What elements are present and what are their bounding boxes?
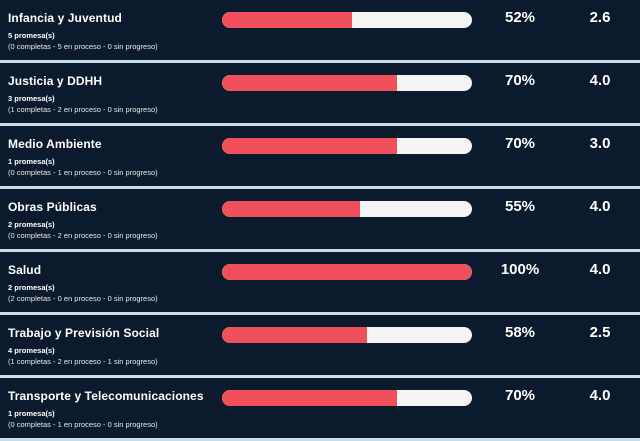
- promise-count: 1 promesa(s): [8, 409, 55, 418]
- promise-count: 2 promesa(s): [8, 220, 55, 229]
- progress-percent: 55%: [504, 198, 536, 215]
- score-value: 3.0: [589, 135, 611, 152]
- promise-breakdown: (0 completas - 2 en proceso - 0 sin prog…: [8, 231, 158, 240]
- promise-breakdown: (0 completas - 1 en proceso - 0 sin prog…: [8, 420, 158, 429]
- progress-percent: 52%: [504, 9, 536, 26]
- category-title: Infancia y Juventud: [8, 11, 122, 25]
- promise-breakdown: (0 completas - 5 en proceso - 0 sin prog…: [8, 42, 158, 51]
- progress-bar: [222, 201, 472, 217]
- promise-breakdown: (0 completas - 1 en proceso - 0 sin prog…: [8, 168, 158, 177]
- category-row[interactable]: Transporte y Telecomunicaciones 1 promes…: [0, 378, 640, 441]
- progress-bar-fill: [222, 390, 397, 406]
- progress-bar-fill: [222, 138, 397, 154]
- score-value: 4.0: [589, 72, 611, 89]
- progress-percent: 70%: [504, 72, 536, 89]
- progress-bar: [222, 12, 472, 28]
- category-row[interactable]: Obras Públicas 2 promesa(s) (0 completas…: [0, 189, 640, 252]
- promise-count: 4 promesa(s): [8, 346, 55, 355]
- progress-bar: [222, 264, 472, 280]
- progress-bar-fill: [222, 201, 360, 217]
- progress-percent: 70%: [504, 387, 536, 404]
- progress-percent: 70%: [504, 135, 536, 152]
- promise-count: 2 promesa(s): [8, 283, 55, 292]
- category-row[interactable]: Salud 2 promesa(s) (2 completas - 0 en p…: [0, 252, 640, 315]
- score-value: 4.0: [589, 198, 611, 215]
- score-value: 4.0: [589, 261, 611, 278]
- progress-bar: [222, 327, 472, 343]
- progress-bar: [222, 390, 472, 406]
- score-value: 2.6: [589, 9, 611, 26]
- progress-bar-fill: [222, 12, 352, 28]
- promise-count: 5 promesa(s): [8, 31, 55, 40]
- progress-percent: 58%: [504, 324, 536, 341]
- progress-bar-fill: [222, 327, 367, 343]
- category-title: Obras Públicas: [8, 200, 97, 214]
- category-title: Transporte y Telecomunicaciones: [8, 389, 204, 403]
- progress-bar-fill: [222, 75, 397, 91]
- promise-breakdown: (1 completas - 2 en proceso - 1 sin prog…: [8, 357, 158, 366]
- score-value: 4.0: [589, 387, 611, 404]
- category-title: Trabajo y Previsión Social: [8, 326, 160, 340]
- promise-count: 1 promesa(s): [8, 157, 55, 166]
- category-row[interactable]: Justicia y DDHH 3 promesa(s) (1 completa…: [0, 63, 640, 126]
- progress-percent: 100%: [500, 261, 540, 278]
- category-title: Salud: [8, 263, 42, 277]
- promise-count: 3 promesa(s): [8, 94, 55, 103]
- category-row[interactable]: Medio Ambiente 1 promesa(s) (0 completas…: [0, 126, 640, 189]
- category-title: Justicia y DDHH: [8, 74, 103, 88]
- progress-bar-fill: [222, 264, 472, 280]
- promise-breakdown: (1 completas - 2 en proceso - 0 sin prog…: [8, 105, 158, 114]
- category-row[interactable]: Infancia y Juventud 5 promesa(s) (0 comp…: [0, 0, 640, 63]
- progress-bar: [222, 75, 472, 91]
- category-title: Medio Ambiente: [8, 137, 102, 151]
- score-value: 2.5: [589, 324, 611, 341]
- promise-breakdown: (2 completas - 0 en proceso - 0 sin prog…: [8, 294, 158, 303]
- category-row[interactable]: Trabajo y Previsión Social 4 promesa(s) …: [0, 315, 640, 378]
- progress-bar: [222, 138, 472, 154]
